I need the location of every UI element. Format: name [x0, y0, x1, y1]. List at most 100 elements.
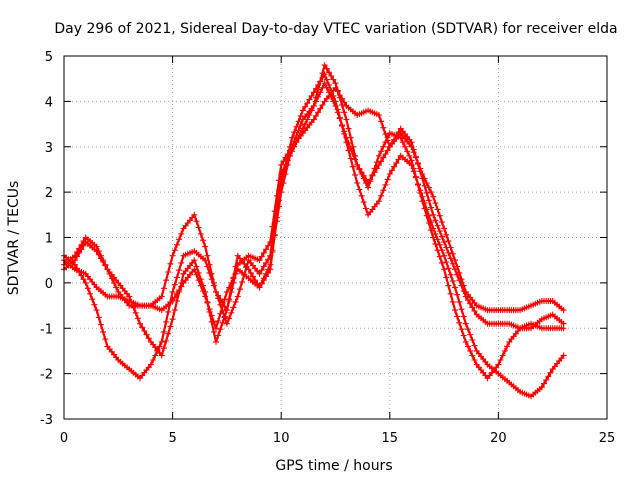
data-point-marker: [178, 279, 185, 286]
series-track-2: [61, 62, 567, 382]
data-point-marker: [302, 121, 309, 128]
y-tick-label: -2: [40, 368, 53, 383]
data-point-marker: [341, 99, 348, 106]
data-point-marker: [82, 279, 89, 286]
data-point-marker: [378, 118, 385, 125]
data-point-marker: [438, 219, 445, 226]
plot-frame: [63, 55, 608, 420]
data-point-marker: [313, 94, 319, 101]
data-point-marker: [147, 361, 154, 368]
data-point-marker: [256, 257, 263, 264]
data-point-marker: [213, 288, 219, 295]
data-point-marker: [410, 146, 417, 153]
data-point-marker: [449, 250, 456, 257]
data-point-marker: [452, 257, 458, 264]
data-point-marker: [445, 265, 452, 272]
data-point-marker: [158, 293, 165, 300]
data-point-marker: [380, 154, 387, 161]
data-point-marker: [367, 178, 374, 185]
data-point-marker: [297, 122, 304, 128]
data-point-marker: [323, 76, 330, 83]
data-point-marker: [454, 271, 461, 278]
data-point-marker: [200, 282, 206, 289]
data-point-marker: [462, 293, 469, 300]
data-point-marker: [263, 259, 269, 266]
data-point-marker: [469, 304, 476, 311]
x-tick-label: 20: [490, 431, 507, 446]
data-point-marker: [447, 290, 454, 297]
data-point-marker: [423, 190, 430, 196]
data-point-marker: [228, 309, 235, 316]
data-point-marker: [460, 288, 467, 294]
data-point-marker: [80, 276, 87, 283]
data-point-marker: [380, 124, 387, 131]
data-point-marker: [356, 186, 363, 193]
data-point-marker: [465, 326, 471, 333]
data-point-marker: [160, 345, 167, 352]
data-point-marker: [382, 181, 389, 188]
data-point-marker: [458, 306, 465, 313]
data-point-marker: [373, 159, 380, 166]
data-point-marker: [208, 318, 215, 325]
data-point-marker: [95, 314, 102, 321]
data-point-marker: [417, 168, 424, 175]
data-point-marker: [408, 161, 415, 168]
data-point-marker: [141, 328, 148, 334]
data-point-marker: [210, 279, 217, 286]
data-point-marker: [432, 240, 439, 247]
data-point-marker: [425, 197, 432, 204]
data-point-marker: [541, 380, 547, 387]
data-point-marker: [165, 269, 172, 275]
data-point-marker: [215, 318, 222, 324]
data-point-marker: [391, 136, 398, 143]
data-point-marker: [443, 274, 450, 281]
data-point-marker: [306, 96, 313, 103]
data-point-marker: [356, 166, 363, 173]
data-point-marker: [454, 313, 461, 320]
data-point-marker: [467, 331, 474, 338]
data-point-marker: [397, 134, 404, 141]
data-point-marker: [538, 384, 545, 391]
data-point-marker: [310, 102, 317, 109]
axes: -3 -2 -1 0 1 2 3 4 5 0 5 10 15 20 25: [40, 50, 615, 446]
data-point-marker: [280, 158, 287, 165]
data-point-marker: [345, 147, 352, 154]
data-point-marker: [208, 270, 215, 277]
data-point-marker: [202, 243, 209, 250]
data-point-marker: [74, 265, 80, 272]
data-point-marker: [241, 271, 248, 278]
data-point-marker: [232, 270, 239, 277]
data-point-marker: [200, 237, 206, 244]
data-point-marker: [271, 208, 278, 215]
data-point-marker: [362, 205, 369, 212]
data-point-marker: [315, 82, 322, 88]
data-point-marker: [421, 200, 428, 206]
data-point-marker: [217, 296, 224, 303]
data-point-marker: [326, 69, 332, 76]
data-point-marker: [93, 243, 100, 250]
data-point-marker: [226, 315, 233, 322]
data-point-marker: [321, 80, 328, 87]
data-point-marker: [276, 177, 282, 184]
data-point-marker: [134, 315, 141, 322]
data-point-marker: [332, 84, 339, 91]
data-point-marker: [202, 288, 209, 295]
series-line: [62, 86, 565, 330]
data-point-marker: [221, 313, 228, 320]
data-point-marker: [250, 273, 256, 280]
data-point-marker: [395, 129, 402, 136]
data-point-marker: [176, 267, 183, 274]
data-point-marker: [560, 320, 567, 327]
data-point-marker: [95, 248, 102, 255]
data-point-marker: [306, 112, 313, 118]
data-point-marker: [317, 78, 324, 85]
data-point-marker: [465, 297, 471, 304]
data-point-marker: [293, 123, 300, 130]
y-tick-label: 5: [45, 50, 53, 65]
data-point-marker: [160, 328, 167, 335]
data-point-marker: [230, 304, 237, 311]
data-point-marker: [313, 85, 319, 92]
data-point-marker: [143, 331, 150, 338]
data-point-marker: [232, 298, 239, 305]
